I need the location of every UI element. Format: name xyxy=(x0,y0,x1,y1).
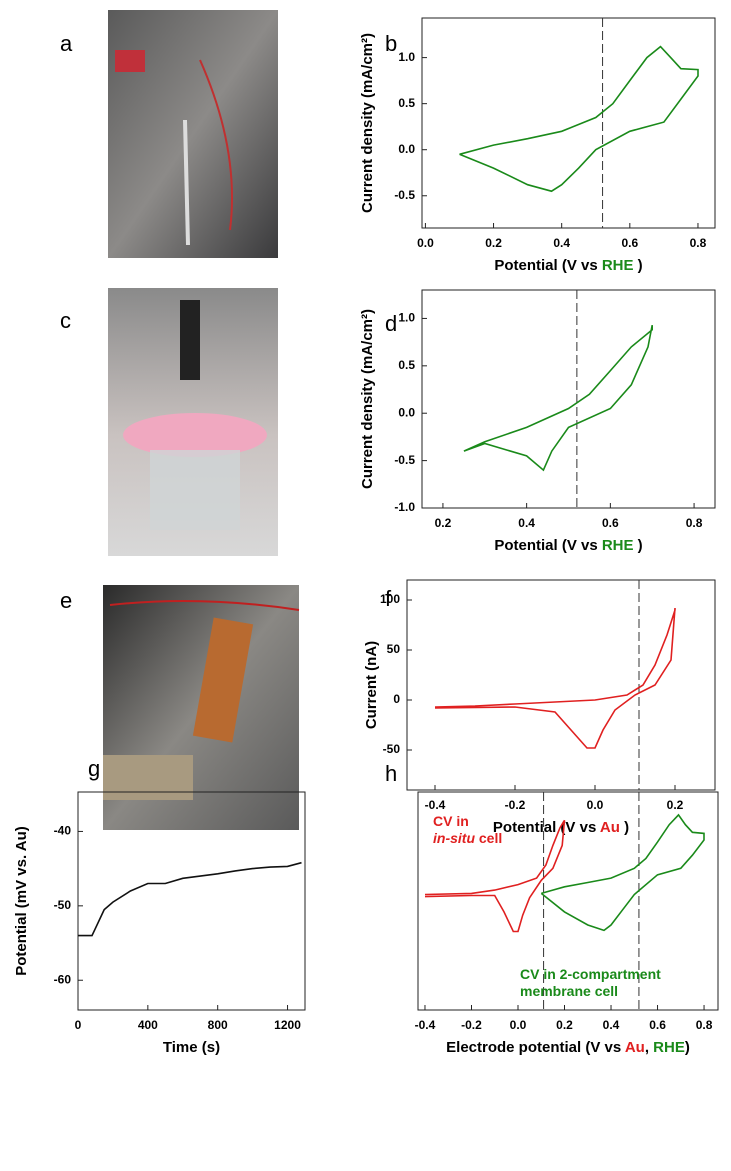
x-tick-label: 0.4 xyxy=(553,236,570,250)
x-tick-label: 800 xyxy=(208,1018,228,1032)
x-tick-label: 1200 xyxy=(274,1018,301,1032)
x-axis-label-part: Au xyxy=(625,1039,645,1056)
x-tick-label: 0.6 xyxy=(621,236,638,250)
x-tick-label: 400 xyxy=(138,1018,158,1032)
x-axis-label-part: Time (s) xyxy=(163,1039,220,1056)
y-tick-label: 0.5 xyxy=(398,96,415,110)
plot-frame xyxy=(417,791,719,1011)
x-tick-label: 0.8 xyxy=(696,1018,713,1032)
y-tick-label: 1.0 xyxy=(398,50,415,64)
x-tick-label: 0.6 xyxy=(602,516,619,530)
cv-curve xyxy=(78,861,302,937)
x-axis-label: Electrode potential (V vs Au, RHE) xyxy=(446,1039,690,1056)
panel-label: d xyxy=(385,311,397,336)
annotation-part: CV in xyxy=(433,813,469,829)
panel-label: g xyxy=(88,756,100,781)
annotation: membrane cell xyxy=(520,983,618,999)
plot-frame xyxy=(421,289,716,509)
x-tick-label: -0.2 xyxy=(461,1018,482,1032)
panel-label: h xyxy=(385,761,397,786)
x-axis-label-part: RHE xyxy=(653,1039,685,1056)
panel-label: b xyxy=(385,31,397,56)
photo-a xyxy=(108,10,278,258)
x-axis-label: Potential (V vs RHE ) xyxy=(494,537,642,554)
photo-c xyxy=(108,288,278,556)
x-axis-label-part: ) xyxy=(634,537,643,554)
y-tick-label: -40 xyxy=(54,824,72,838)
cv-curve xyxy=(540,813,705,932)
y-tick-label: -50 xyxy=(383,742,401,756)
x-tick-label: 0.6 xyxy=(649,1018,666,1032)
y-tick-label: -0.5 xyxy=(394,453,415,467)
y-tick-label: -50 xyxy=(54,898,72,912)
x-axis-label-part: RHE xyxy=(602,537,634,554)
panel-label: f xyxy=(385,586,392,611)
x-tick-label: 0.0 xyxy=(510,1018,527,1032)
y-tick-label: 0.5 xyxy=(398,358,415,372)
x-tick-label: -0.4 xyxy=(425,798,446,812)
x-axis-label-part: Au xyxy=(600,819,620,836)
x-axis-label-part: ) xyxy=(634,257,643,274)
x-tick-label: -0.2 xyxy=(505,798,526,812)
plot-frame xyxy=(406,579,716,791)
annotation-part: CV in 2-compartment xyxy=(520,966,661,982)
x-axis-label-part: Potential (V vs xyxy=(494,537,602,554)
y-tick-label: 100 xyxy=(380,592,400,606)
x-axis-label-part: Potential (V vs xyxy=(493,819,600,836)
y-tick-label: -0.5 xyxy=(394,188,415,202)
x-tick-label: 0 xyxy=(75,1018,82,1032)
x-tick-label: 0.2 xyxy=(667,798,684,812)
y-tick-label: -1.0 xyxy=(394,500,415,514)
annotation: CV in 2-compartment xyxy=(520,966,661,982)
y-axis-label: Current density (mA/cm²) xyxy=(359,309,376,489)
annotation: CV in xyxy=(433,813,469,829)
annotation-part: membrane cell xyxy=(520,983,618,999)
x-tick-label: 0.8 xyxy=(686,516,703,530)
x-tick-label: 0.2 xyxy=(556,1018,573,1032)
annotation-part: in-situ xyxy=(433,830,475,846)
x-tick-label: 0.2 xyxy=(485,236,502,250)
cv-curve xyxy=(424,819,566,933)
x-axis-label-part: RHE xyxy=(602,257,634,274)
x-tick-label: 0.0 xyxy=(417,236,434,250)
y-axis-label: Current (nA) xyxy=(363,641,380,729)
x-tick-label: 0.8 xyxy=(690,236,707,250)
x-axis-label: Potential (V vs Au ) xyxy=(493,819,629,836)
annotation: in-situ cell xyxy=(433,830,502,846)
x-axis-label-part: Electrode potential (V vs xyxy=(446,1039,625,1056)
y-tick-label: 50 xyxy=(387,642,401,656)
x-axis-label: Potential (V vs RHE ) xyxy=(494,257,642,274)
x-axis-label-part: ) xyxy=(620,819,629,836)
panel-label: c xyxy=(60,308,71,333)
x-tick-label: 0.0 xyxy=(587,798,604,812)
panel-label: e xyxy=(60,588,72,613)
y-tick-label: 0 xyxy=(393,692,400,706)
y-tick-label: 0.0 xyxy=(398,405,415,419)
x-axis-label-part: , xyxy=(645,1039,653,1056)
x-tick-label: 0.2 xyxy=(435,516,452,530)
y-tick-label: 1.0 xyxy=(398,311,415,325)
x-axis-label: Time (s) xyxy=(163,1039,220,1056)
x-axis-label-part: ) xyxy=(685,1039,690,1056)
x-tick-label: 0.4 xyxy=(603,1018,620,1032)
cv-curve xyxy=(463,324,653,472)
y-tick-label: 0.0 xyxy=(398,142,415,156)
plot-frame xyxy=(421,17,716,229)
y-tick-label: -60 xyxy=(54,972,72,986)
plot-frame xyxy=(77,791,306,1011)
y-axis-label: Potential (mV vs. Au) xyxy=(13,826,30,975)
x-tick-label: 0.4 xyxy=(518,516,535,530)
x-tick-label: -0.4 xyxy=(415,1018,436,1032)
cv-curve xyxy=(459,45,699,193)
cv-curve xyxy=(434,607,676,749)
x-axis-label-part: Potential (V vs xyxy=(494,257,602,274)
panel-label: a xyxy=(60,31,73,56)
photo-e xyxy=(103,585,300,830)
annotation-part: cell xyxy=(475,830,502,846)
y-axis-label: Current density (mA/cm²) xyxy=(359,33,376,213)
